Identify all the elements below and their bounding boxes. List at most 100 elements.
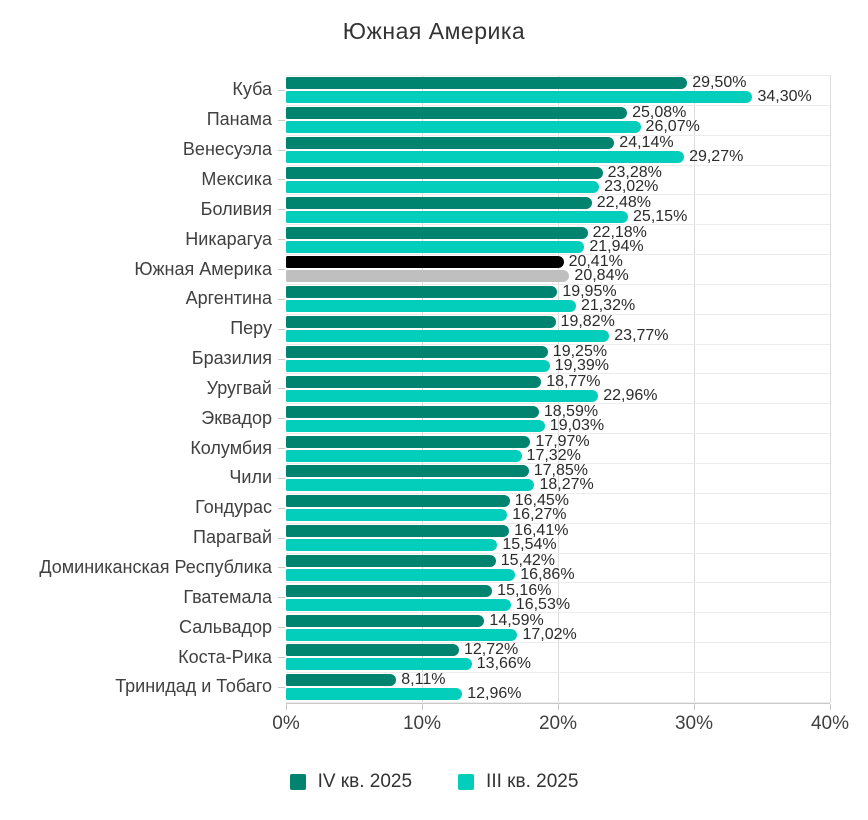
bar-iv-kv-2025[interactable]	[286, 107, 628, 120]
bar-line: 16,86%	[286, 566, 830, 582]
bar-iv-kv-2025[interactable]	[286, 405, 539, 418]
category-label: Перу	[0, 314, 286, 344]
category-label: Колумбия	[0, 433, 286, 463]
bar-iv-kv-2025[interactable]	[286, 674, 397, 687]
bar-line: 17,02%	[286, 626, 830, 642]
category-label: Уругвай	[0, 373, 286, 403]
bar-iii-kv-2025[interactable]	[286, 240, 585, 253]
bar-iii-kv-2025[interactable]	[286, 449, 522, 462]
legend-label: III кв. 2025	[486, 770, 579, 792]
legend-swatch-icon	[289, 773, 306, 790]
category-label: Тринидад и Тобаго	[0, 672, 286, 702]
category-label: Южная Америка	[0, 254, 286, 284]
value-label: 15,42%	[500, 551, 555, 569]
bar-line: 23,77%	[286, 327, 830, 345]
bar-iii-kv-2025[interactable]	[286, 91, 753, 104]
value-label: 20,41%	[568, 253, 623, 271]
chart-row: 22,48% 25,15%	[286, 194, 830, 226]
value-label: 25,15%	[633, 207, 688, 225]
bar-iii-kv-2025[interactable]	[286, 658, 472, 671]
bar-iv-kv-2025[interactable]	[286, 525, 510, 538]
bar-line: 21,32%	[286, 298, 830, 314]
category-label: Эквадор	[0, 403, 286, 433]
plot-rows: 29,50% 34,30% 25,08% 26,07% 24,14% 29,27% 23,2…	[286, 75, 830, 703]
value-label: 23,77%	[614, 327, 669, 345]
bar-iv-kv-2025[interactable]	[286, 196, 592, 209]
legend-item-iv-kv-2025[interactable]: IV кв. 2025	[289, 771, 412, 793]
bar-line: 19,39%	[286, 357, 830, 375]
value-label: 16,41%	[514, 522, 569, 540]
bar-line: 16,45%	[286, 493, 830, 509]
bar-iii-kv-2025[interactable]	[286, 539, 498, 552]
bar-iv-kv-2025[interactable]	[286, 256, 564, 269]
bar-iii-kv-2025[interactable]	[286, 270, 570, 283]
bar-iv-kv-2025[interactable]	[286, 584, 493, 597]
axis-tick	[286, 703, 287, 710]
bar-iii-kv-2025[interactable]	[286, 121, 641, 134]
chart-row: 22,18% 21,94%	[286, 224, 830, 256]
category-label: Боливия	[0, 194, 286, 224]
bar-line: 22,18%	[286, 224, 830, 240]
bar-iii-kv-2025[interactable]	[286, 598, 511, 611]
chart-row: 16,45% 16,27%	[286, 493, 830, 524]
bar-line: 15,42%	[286, 551, 830, 569]
bar-line: 22,96%	[286, 386, 830, 404]
bar-iii-kv-2025[interactable]	[286, 389, 599, 402]
bar-iv-kv-2025[interactable]	[286, 644, 459, 657]
bar-iv-kv-2025[interactable]	[286, 465, 529, 478]
value-label: 26,07%	[645, 118, 700, 136]
axis-tick	[830, 703, 831, 710]
bar-iv-kv-2025[interactable]	[286, 375, 542, 388]
bar-line: 12,72%	[286, 642, 830, 658]
bar-iii-kv-2025[interactable]	[286, 509, 508, 522]
category-label: Гондурас	[0, 493, 286, 523]
chart-row: 18,59% 19,03%	[286, 403, 830, 435]
axis-tick-label: 0%	[272, 712, 300, 734]
bar-line: 21,94%	[286, 237, 830, 255]
bar-iv-kv-2025[interactable]	[286, 137, 615, 150]
bar-iii-kv-2025[interactable]	[286, 568, 516, 581]
bar-line: 20,84%	[286, 268, 830, 284]
value-label: 24,14%	[619, 134, 674, 152]
bar-iii-kv-2025[interactable]	[286, 330, 610, 343]
bar-iv-kv-2025[interactable]	[286, 495, 510, 508]
value-label: 19,39%	[554, 357, 609, 375]
bar-iii-kv-2025[interactable]	[286, 300, 576, 313]
bar-line: 16,41%	[286, 522, 830, 540]
legend-item-iii-kv-2025[interactable]: III кв. 2025	[458, 771, 578, 793]
bar-iii-kv-2025[interactable]	[286, 628, 518, 641]
chart-row: 23,28% 23,02%	[286, 164, 830, 196]
chart-row: 17,85% 18,27%	[286, 463, 830, 494]
bar-iv-kv-2025[interactable]	[286, 614, 485, 627]
category-label: Бразилия	[0, 344, 286, 374]
bar-iii-kv-2025[interactable]	[286, 688, 463, 701]
bar-line: 20,41%	[286, 253, 830, 271]
bar-iii-kv-2025[interactable]	[286, 151, 685, 164]
bar-iv-kv-2025[interactable]	[286, 226, 588, 239]
legend-swatch-icon	[458, 773, 475, 790]
bar-iv-kv-2025[interactable]	[286, 554, 496, 567]
bar-iv-kv-2025[interactable]	[286, 435, 531, 448]
value-label: 14,59%	[489, 611, 544, 629]
bar-iv-kv-2025[interactable]	[286, 316, 556, 329]
chart-row: 12,72% 13,66%	[286, 642, 830, 673]
bar-iv-kv-2025[interactable]	[286, 346, 548, 359]
bar-iii-kv-2025[interactable]	[286, 180, 600, 193]
value-label: 21,94%	[589, 237, 644, 255]
bar-line: 19,25%	[286, 344, 830, 360]
value-label: 18,27%	[539, 476, 594, 494]
value-label: 13,66%	[476, 655, 532, 673]
value-label: 15,54%	[502, 536, 557, 554]
bar-iii-kv-2025[interactable]	[286, 479, 535, 492]
value-label: 34,30%	[757, 88, 812, 106]
value-label: 16,53%	[515, 595, 571, 613]
bar-iv-kv-2025[interactable]	[286, 166, 603, 179]
bar-line: 24,14%	[286, 134, 830, 152]
bar-iii-kv-2025[interactable]	[286, 210, 629, 223]
bar-iv-kv-2025[interactable]	[286, 286, 558, 299]
value-label: 22,96%	[603, 386, 658, 404]
value-label: 18,77%	[546, 372, 601, 390]
bar-iv-kv-2025[interactable]	[286, 77, 688, 90]
bar-iii-kv-2025[interactable]	[286, 360, 550, 373]
bar-iii-kv-2025[interactable]	[286, 419, 545, 432]
